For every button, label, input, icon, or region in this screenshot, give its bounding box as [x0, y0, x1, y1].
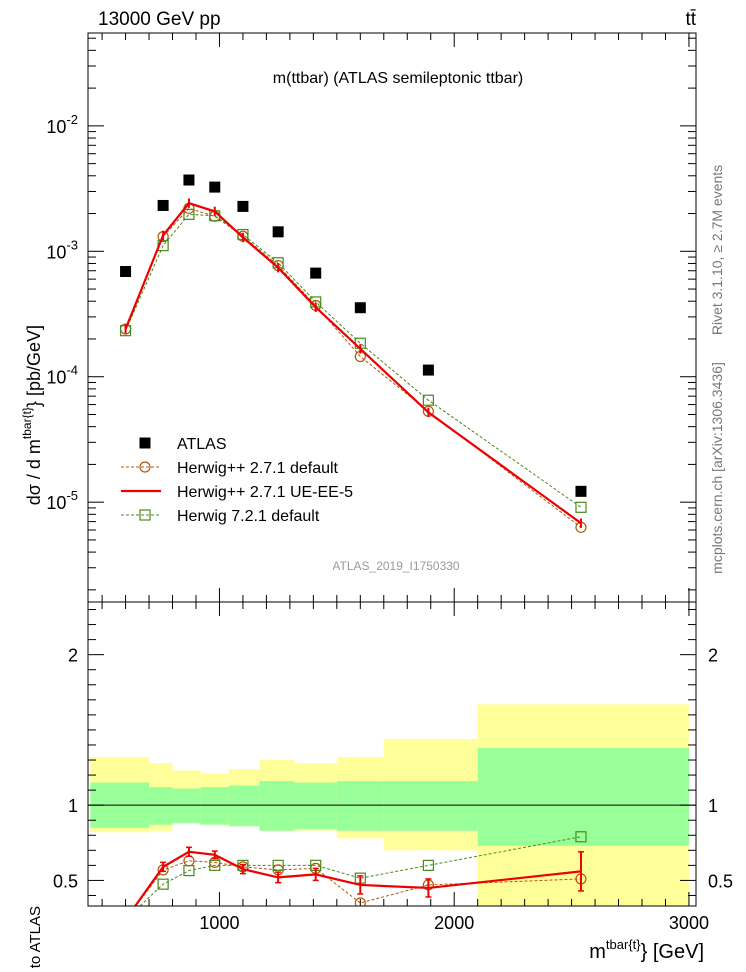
- y-tick-label-exp-2: -3: [66, 237, 78, 252]
- ratio-point-2-0: [121, 915, 131, 925]
- main-point-0-0: [120, 266, 132, 278]
- ratio-line-2: [139, 836, 582, 906]
- ratio-point-0-7: [354, 897, 366, 906]
- x-axis-label-sup: tbar{t}: [606, 937, 641, 952]
- ratio-point-0-2: [183, 855, 195, 867]
- ratio-point-2-1: [157, 878, 169, 890]
- main-point-3-9: [575, 501, 587, 513]
- y-tick-label-base-3: 10: [46, 117, 66, 137]
- legend-marker-3: [139, 509, 151, 521]
- main-point-3-8: [422, 394, 434, 406]
- y-tick-label-base-0: 10: [46, 493, 66, 513]
- y-axis-label-sup: tbar{t}: [20, 407, 34, 439]
- y-tick-label-1: 10-4: [46, 363, 78, 388]
- ratio-point-2-5: [272, 859, 284, 871]
- ratio-point-2-3: [209, 859, 221, 871]
- y-tick-label-2: 10-3: [46, 237, 78, 262]
- legend-label-2: Herwig++ 2.7.1 UE-EE-5: [177, 484, 353, 501]
- ratio-line-0: [135, 860, 581, 906]
- legend-label-0: ATLAS: [177, 436, 227, 453]
- y-axis-label-main: dσ / d m: [24, 439, 44, 505]
- legend-label-1: Herwig++ 2.7.1 default: [177, 460, 339, 477]
- x-tick-label-2: 3000: [669, 913, 709, 933]
- ratio-band-inner-3: [200, 787, 229, 825]
- main-point-0-4: [237, 200, 249, 212]
- main-line-2: [124, 201, 582, 525]
- main-point-0-9: [575, 485, 587, 497]
- legend-label-3: Herwig 7.2.1 default: [177, 508, 320, 525]
- main-series: [119, 174, 587, 533]
- ratio-band-inner-4: [228, 785, 260, 827]
- ratio-band-inner-8: [383, 781, 478, 831]
- ratio-tick-label-0: 0.5: [53, 871, 78, 891]
- y-tick-label-exp-0: -5: [66, 488, 78, 503]
- ratio-plot-frame: [87, 601, 697, 907]
- y-axis-label-tail: } [pb/GeV]: [24, 325, 44, 407]
- ratio-tick-label-right-2: 2: [708, 646, 718, 666]
- main-point-0-2: [183, 174, 195, 186]
- analysis-watermark: ATLAS_2019_I1750330: [332, 559, 460, 573]
- y-axis-label: dσ / d mtbar{t}} [pb/GeV]: [20, 325, 44, 505]
- plot-frames: [87, 32, 697, 907]
- ratio-band-inner-6: [294, 782, 337, 830]
- header-left: 13000 GeV pp: [98, 9, 221, 30]
- x-tick-label-1: 2000: [434, 913, 474, 933]
- rivet-label: Rivet 3.1.10, ≥ 2.7M events: [709, 165, 725, 335]
- header-right: tt̄: [685, 9, 696, 30]
- legend: ATLAS Herwig++ 2.7.1 default Herwig++ 2.7.…: [121, 436, 353, 525]
- ratio-tick-label-right-1: 1: [708, 796, 718, 816]
- y-tick-label-base-2: 10: [46, 242, 66, 262]
- main-point-0-3: [209, 181, 221, 193]
- main-point-0-1: [157, 199, 169, 211]
- ratio-tick-label-right-0: 0.5: [708, 871, 733, 891]
- main-point-0-8: [422, 364, 434, 376]
- y-tick-label-0: 10-5: [46, 488, 78, 513]
- ratio-uncertainty-bands: [88, 704, 696, 906]
- chart-title: m(ttbar) (ATLAS semileptonic ttbar): [273, 70, 523, 87]
- ratio-series: [121, 831, 587, 925]
- ratio-point-0-0: [121, 915, 131, 925]
- main-point-3-2: [183, 208, 195, 220]
- x-axis-label: mtbar{t}} [GeV]: [589, 937, 704, 963]
- ratio-line-1: [133, 850, 582, 906]
- ratio-point-2-8: [422, 859, 434, 871]
- ratio-point-2-2: [183, 865, 195, 877]
- ratio-band-inner-7: [336, 781, 384, 831]
- main-point-0-7: [354, 302, 366, 314]
- ratio-tick-label-2: 2: [68, 646, 78, 666]
- x-axis-label-tail: } [GeV]: [641, 941, 704, 963]
- legend-marker-0: [139, 437, 151, 449]
- ratio-band-inner-2: [172, 788, 201, 824]
- main-point-0-5: [272, 226, 284, 238]
- ratio-band-inner-9: [477, 747, 689, 846]
- legend-marker-1: [139, 461, 151, 473]
- main-line-3: [125, 213, 582, 508]
- ratio-axis-label: Ratio to ATLAS: [27, 906, 44, 972]
- x-axis-label-main: m: [589, 941, 606, 963]
- main-point-0-6: [310, 267, 322, 279]
- y-tick-label-exp-1: -4: [66, 363, 78, 378]
- y-tick-label-exp-3: -2: [66, 112, 78, 127]
- y-tick-label-base-1: 10: [46, 368, 66, 388]
- ratio-band-inner-5: [259, 781, 295, 831]
- ratio-point-2-9: [575, 831, 587, 843]
- mcplots-label: mcplots.cern.ch [arXiv:1306.3436]: [709, 362, 725, 574]
- main-line-1: [125, 207, 582, 528]
- y-tick-label-3: 10-2: [46, 112, 78, 137]
- ratio-tick-label-1: 1: [68, 796, 78, 816]
- ratio-band-inner-1: [149, 787, 173, 825]
- x-tick-label-0: 1000: [199, 913, 239, 933]
